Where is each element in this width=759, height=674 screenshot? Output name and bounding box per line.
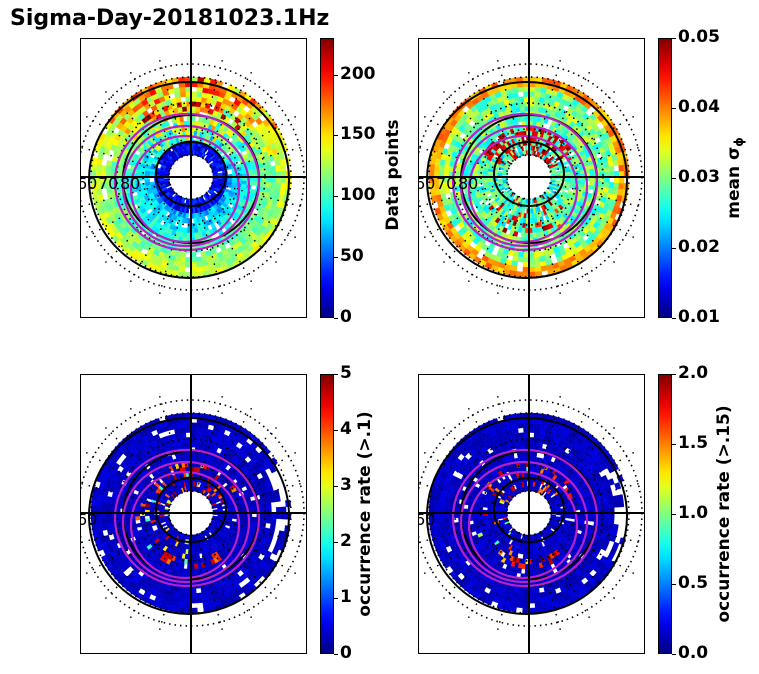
radial-tick-label: 70 xyxy=(98,174,118,193)
colorbar-tick-label: 1.0 xyxy=(678,503,709,523)
colorbar-label: occurrence rate (>.15) xyxy=(714,405,734,623)
radial-tick-label: 60 xyxy=(418,174,435,193)
polar-heatmap-data-points: 60 70 80 xyxy=(80,38,307,318)
radial-tick-label: 60 xyxy=(80,174,97,193)
colorbar-tick-label: 2.0 xyxy=(678,363,709,383)
colorbar xyxy=(658,38,672,318)
colorbar-tick-label: 0.5 xyxy=(678,573,709,593)
colorbar xyxy=(320,374,334,654)
figure-title: Sigma-Day-20181023.1Hz xyxy=(10,6,330,31)
radial-tick-label: 60 xyxy=(418,510,435,529)
radial-tick-label: 80 xyxy=(458,174,478,193)
colorbar-tick-label: 200 xyxy=(340,63,376,84)
colorbar xyxy=(320,38,334,318)
oval-contours xyxy=(451,112,599,252)
colorbar-tick-label: 0.03 xyxy=(678,167,720,187)
polar-heatmap-occurrence-01: 60 xyxy=(80,374,307,654)
polar-heatmap-occurrence-015: 60 xyxy=(418,374,645,654)
colorbar-label: Data points xyxy=(383,119,403,231)
oval-contours xyxy=(113,112,261,252)
colorbar-tick-label: 0 xyxy=(340,307,352,327)
colorbar xyxy=(658,374,672,654)
colorbar-tick-label: 3 xyxy=(340,475,352,495)
colorbar-tick-label: 4 xyxy=(340,419,352,439)
radial-tick-label: 70 xyxy=(436,174,456,193)
colorbar-tick-label: 0.0 xyxy=(678,643,709,663)
colorbar-label: mean σϕ xyxy=(723,137,747,219)
colorbar-tick-label: 0.04 xyxy=(678,97,720,117)
radial-tick-label: 80 xyxy=(120,174,140,193)
polar-heatmap-mean-sigma: 60 70 80 xyxy=(418,38,645,318)
colorbar-tick-label: 100 xyxy=(340,185,376,206)
colorbar-tick-label: 0.05 xyxy=(678,27,720,47)
oval-contours xyxy=(451,448,599,588)
colorbar-tick-label: 150 xyxy=(340,124,376,145)
colorbar-tick-label: 2 xyxy=(340,531,352,551)
radial-tick-label: 60 xyxy=(80,510,97,529)
colorbar-tick-label: 50 xyxy=(340,246,364,267)
colorbar-tick-label: 0 xyxy=(340,643,352,663)
colorbar-tick-label: 5 xyxy=(340,363,352,383)
colorbar-tick-label: 0.01 xyxy=(678,307,720,327)
heatmap-cells xyxy=(428,412,626,614)
colorbar-tick-label: 1 xyxy=(340,587,352,607)
colorbar-tick-label: 1.5 xyxy=(678,433,709,453)
colorbar-label: occurrence rate (>.1) xyxy=(355,411,375,617)
oval-contours xyxy=(113,448,261,588)
colorbar-tick-label: 0.02 xyxy=(678,237,720,257)
